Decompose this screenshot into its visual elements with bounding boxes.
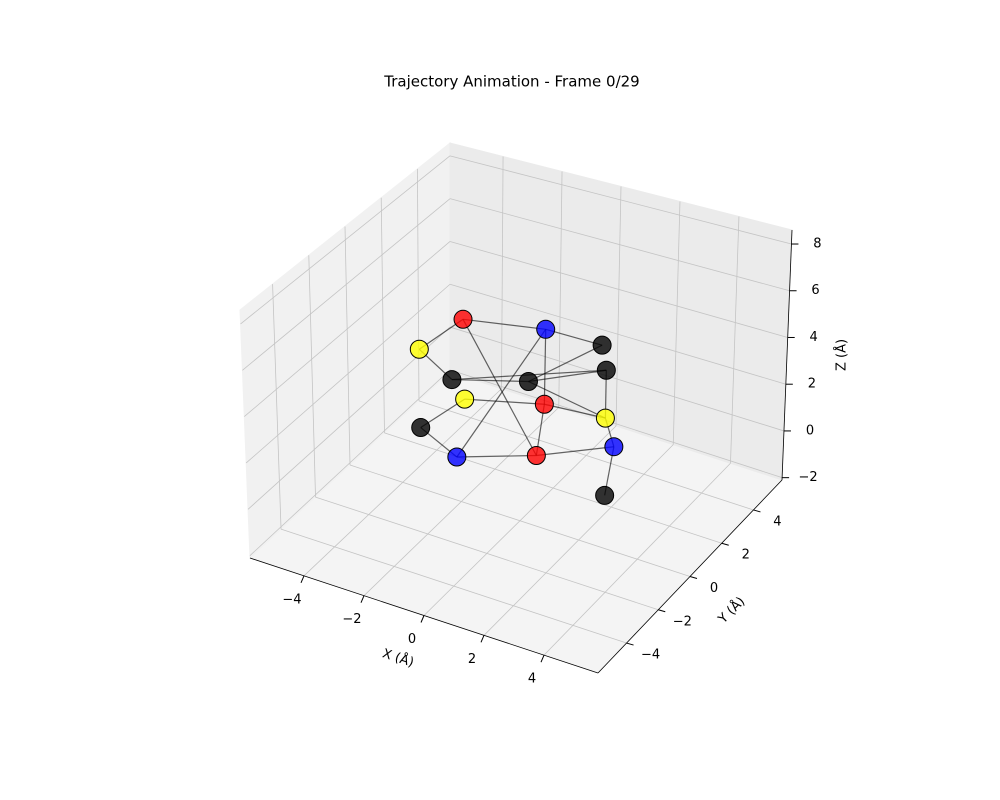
- atom: [409, 339, 429, 359]
- bond: [528, 380, 606, 419]
- bond: [544, 403, 606, 419]
- bond: [543, 329, 547, 405]
- atom: [526, 446, 546, 466]
- grid-line: [449, 326, 785, 432]
- tick-mark: [300, 575, 305, 584]
- tick-mark: [689, 576, 698, 579]
- x-tick-label: 2: [468, 652, 476, 667]
- grid-line: [240, 155, 451, 325]
- atom: [447, 447, 467, 467]
- tick-mark: [753, 509, 761, 513]
- chart-title: Trajectory Animation - Frame 0/29: [383, 73, 639, 91]
- atom: [453, 309, 473, 329]
- x-tick-label: −4: [282, 592, 301, 607]
- grid-line: [244, 241, 451, 417]
- tick-mark: [658, 609, 666, 613]
- tick-mark: [540, 654, 545, 663]
- y-tick-label: −4: [641, 648, 660, 663]
- grid-line: [344, 226, 351, 466]
- bond: [451, 378, 529, 383]
- grid-line: [417, 168, 420, 401]
- z-tick-label: −2: [799, 470, 818, 485]
- atom: [442, 370, 462, 390]
- y-tick-label: −2: [673, 614, 692, 629]
- bond: [462, 319, 537, 456]
- grid-line: [242, 198, 451, 371]
- grid-line: [380, 197, 385, 433]
- y-axis-line: [597, 479, 783, 674]
- y-tick-label: 2: [742, 548, 750, 563]
- y-tick-label: 4: [773, 514, 781, 529]
- atom: [595, 408, 615, 428]
- grid-line: [501, 156, 504, 389]
- bond: [456, 328, 547, 458]
- grid-line: [730, 216, 740, 464]
- tick-mark: [626, 642, 634, 646]
- bond: [528, 369, 607, 383]
- grid-line: [349, 464, 691, 577]
- tick-mark: [360, 595, 365, 603]
- grid-line: [672, 201, 681, 445]
- grid-line: [308, 255, 316, 498]
- grid-line: [615, 186, 622, 427]
- grid-line: [245, 283, 451, 464]
- z-axis-line: [781, 229, 793, 481]
- tick-mark: [480, 635, 485, 643]
- atom: [592, 335, 612, 355]
- atom: [536, 319, 556, 339]
- grid-line: [315, 496, 659, 611]
- atom: [604, 437, 624, 457]
- x-tick-label: 0: [408, 632, 416, 647]
- atom: [596, 360, 616, 380]
- z-tick-label: 2: [808, 377, 816, 392]
- tick-mark: [420, 615, 425, 623]
- x-axis-line: [249, 557, 599, 674]
- x-tick-label: 4: [528, 672, 536, 687]
- bond: [528, 344, 603, 383]
- z-tick-label: 4: [810, 330, 818, 345]
- grid-line: [449, 241, 788, 338]
- grid-line: [249, 369, 451, 556]
- grid-line: [558, 171, 563, 408]
- grid-line: [280, 528, 627, 644]
- tick-mark: [721, 542, 729, 546]
- grid-line: [418, 400, 754, 511]
- bond: [464, 398, 545, 405]
- atom: [411, 418, 431, 438]
- bond: [545, 328, 603, 346]
- atom: [595, 485, 615, 505]
- atom: [518, 372, 538, 392]
- z-tick-label: 8: [813, 237, 821, 252]
- x-tick-label: −2: [342, 612, 361, 627]
- bond: [462, 318, 546, 330]
- bond: [536, 446, 614, 457]
- z-axis-label: Z (Å): [834, 339, 850, 371]
- bond: [456, 454, 537, 458]
- grid-line: [449, 198, 790, 292]
- grid-line: [449, 155, 792, 245]
- grid-line: [449, 283, 786, 385]
- grid-line: [384, 432, 722, 544]
- grid-line: [272, 284, 282, 530]
- y-tick-label: 0: [710, 581, 718, 596]
- z-tick-label: 0: [806, 423, 814, 438]
- atom: [455, 389, 475, 409]
- z-tick-label: 6: [811, 283, 819, 298]
- atom: [534, 394, 554, 414]
